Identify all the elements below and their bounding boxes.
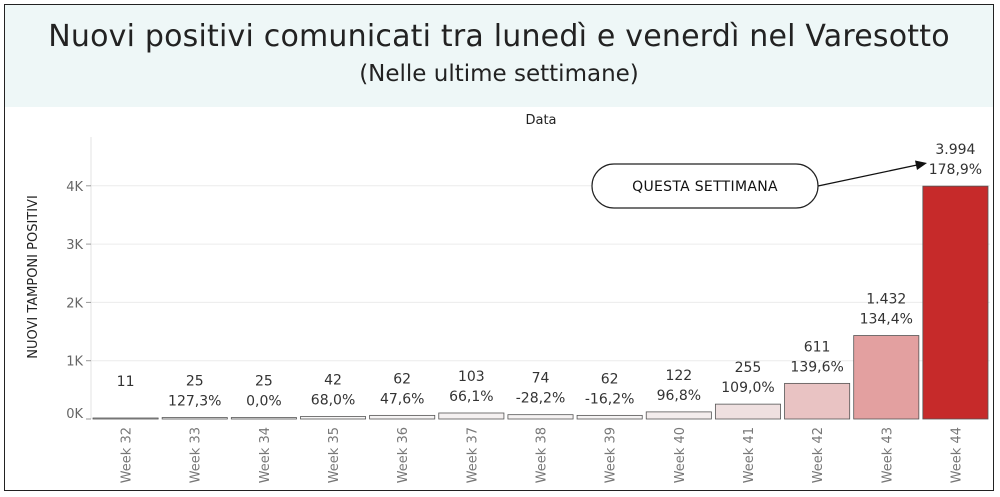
gridlines <box>90 137 990 419</box>
data-label-pct: 109,0% <box>721 380 774 396</box>
data-label-value: 25 <box>255 374 273 390</box>
callout-arrowhead <box>915 160 927 170</box>
data-label-value: 103 <box>458 369 485 385</box>
data-label-pct: 96,8% <box>657 388 701 404</box>
bar <box>230 417 297 420</box>
data-label-value: 62 <box>393 371 411 387</box>
x-tick-label: Week 40 <box>673 427 688 483</box>
bars <box>92 185 989 420</box>
bar <box>576 414 643 420</box>
x-tick-label: Week 39 <box>604 427 619 483</box>
data-label-pct: 68,0% <box>311 393 355 409</box>
x-tick-label: Week 35 <box>327 427 342 483</box>
bar <box>507 414 574 420</box>
data-label-pct: 0,0% <box>246 394 282 410</box>
bar-chart: 0K 1K 2K 3K 4K 11 127,3% 25 0,0% 25 68,0% 42 47,6% 6… <box>26 113 990 483</box>
x-tick-label: Week 32 <box>120 427 135 483</box>
y-axis-title: NUOVI TAMPONI POSITIVI <box>26 195 41 359</box>
y-tick-label: 1K <box>66 355 83 370</box>
x-axis-ticks: Week 32 Week 33 Week 34 Week 35 Week 36 Week … <box>120 427 965 483</box>
data-label-pct: 178,9% <box>929 162 982 178</box>
x-tick-label: Week 33 <box>189 427 204 483</box>
data-label-pct: -28,2% <box>516 391 566 407</box>
data-labels: 11 127,3% 25 0,0% 25 68,0% 42 47,6% 62 66,1% 103 -2… <box>117 142 982 409</box>
x-tick-label: Week 41 <box>742 427 757 483</box>
chart-subtitle: (Nelle ultime settimane) <box>359 61 639 87</box>
data-label-pct: 47,6% <box>380 391 424 407</box>
x-tick-label: Week 44 <box>949 427 964 483</box>
data-label-value: 1.432 <box>866 292 906 308</box>
title-band: Nuovi positivi comunicati tra lunedì e v… <box>5 5 993 107</box>
x-axis-title: Data <box>525 113 556 128</box>
callout-text: QUESTA SETTIMANA <box>632 179 778 195</box>
data-label-pct: -16,2% <box>585 391 635 407</box>
x-tick-label: Week 42 <box>811 427 826 483</box>
bar <box>922 185 989 420</box>
data-label-pct: 139,6% <box>790 359 843 375</box>
y-tick-label: 2K <box>66 296 83 311</box>
data-label-value: 62 <box>601 371 619 387</box>
x-tick-label: Week 34 <box>258 427 273 483</box>
x-tick-label: Week 37 <box>465 427 480 483</box>
y-axis-ticks: 0K 1K 2K 3K 4K <box>66 180 91 422</box>
y-tick-label: 4K <box>66 180 83 195</box>
data-label-value: 122 <box>665 368 692 384</box>
y-tick-label: 3K <box>66 238 83 253</box>
data-label-pct: 66,1% <box>449 389 493 405</box>
bar <box>300 416 367 420</box>
data-label-value: 74 <box>532 371 550 387</box>
x-tick-label: Week 43 <box>880 427 895 483</box>
bar <box>853 335 920 420</box>
x-tick-label: Week 36 <box>396 427 411 483</box>
x-tick-label: Week 38 <box>535 427 550 483</box>
chart-frame: Nuovi positivi comunicati tra lunedì e v… <box>4 4 994 491</box>
callout: QUESTA SETTIMANA <box>591 160 927 209</box>
data-label-value: 11 <box>117 374 135 390</box>
chart-title: Nuovi positivi comunicati tra lunedì e v… <box>48 19 950 54</box>
bar <box>369 414 436 420</box>
bar <box>161 417 228 420</box>
callout-arrow <box>817 164 918 187</box>
bar <box>645 411 712 420</box>
data-label-value: 25 <box>186 374 204 390</box>
data-label-value: 42 <box>324 373 342 389</box>
y-tick-label: 0K <box>66 407 83 422</box>
data-label-value: 255 <box>735 360 762 376</box>
data-label-value: 611 <box>804 339 831 355</box>
data-label-pct: 134,4% <box>860 312 913 328</box>
bar <box>784 382 851 420</box>
data-label-pct: 127,3% <box>168 394 221 410</box>
bar <box>714 403 781 420</box>
data-label-value: 3.994 <box>935 142 975 158</box>
bar <box>92 417 159 420</box>
bar <box>438 412 505 420</box>
